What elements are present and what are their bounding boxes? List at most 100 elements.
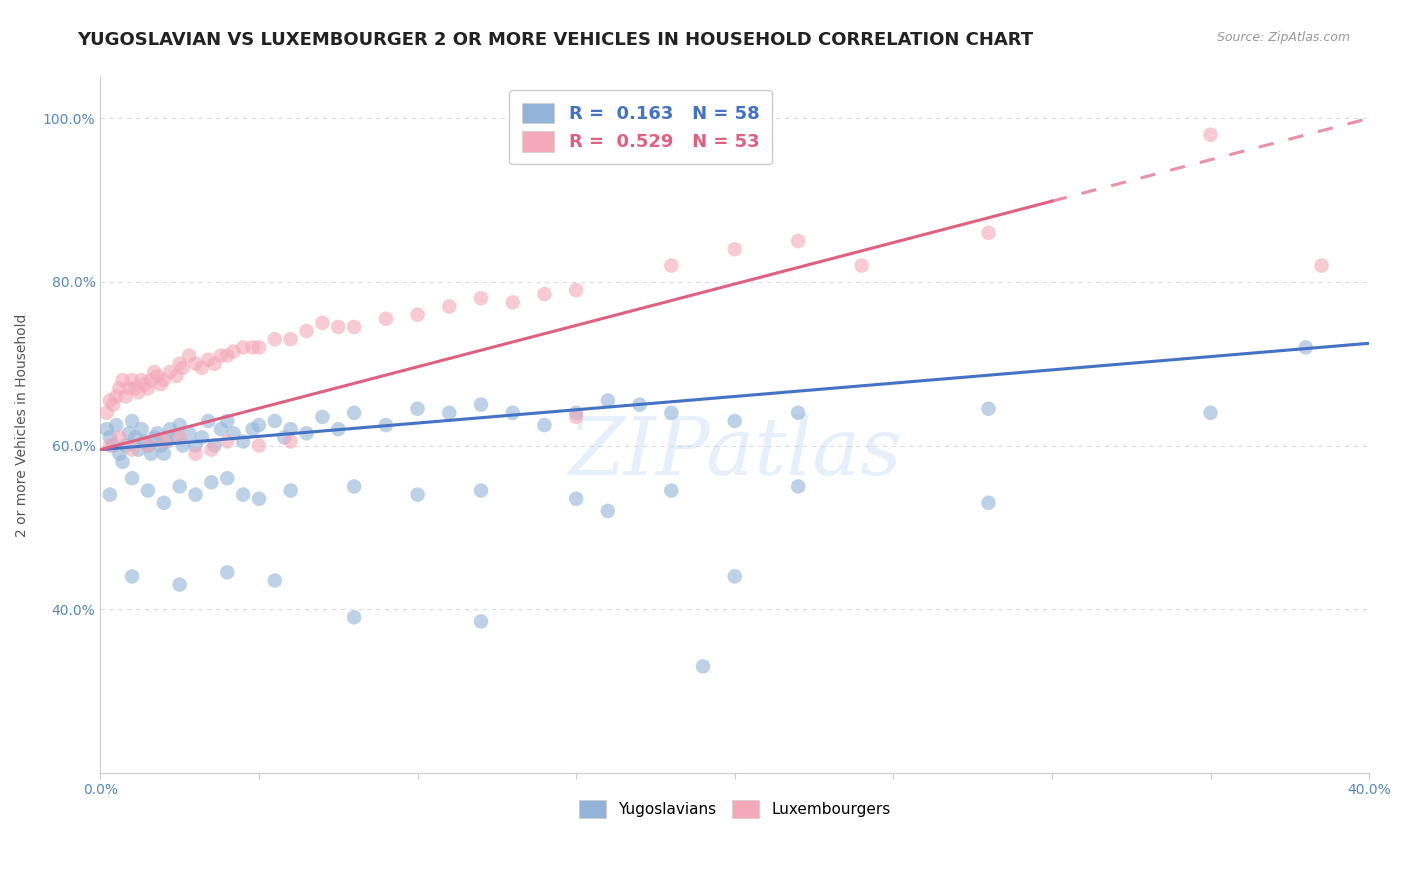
Point xyxy=(343,320,366,334)
Point xyxy=(139,447,162,461)
Point xyxy=(439,406,461,420)
Point xyxy=(169,357,191,371)
Point xyxy=(470,615,492,629)
Point xyxy=(169,577,191,591)
Point xyxy=(153,447,176,461)
Point xyxy=(184,447,207,461)
Point xyxy=(470,483,492,498)
Point xyxy=(232,340,254,354)
Point xyxy=(101,398,124,412)
Point xyxy=(96,422,118,436)
Point xyxy=(105,418,128,433)
Point xyxy=(121,442,143,457)
Point xyxy=(247,438,270,452)
Point xyxy=(179,426,201,441)
Point xyxy=(127,442,149,457)
Point xyxy=(659,259,682,273)
Point xyxy=(1310,259,1333,273)
Legend: Yugoslavians, Luxembourgers: Yugoslavians, Luxembourgers xyxy=(572,795,897,824)
Point xyxy=(374,418,396,433)
Point xyxy=(596,393,619,408)
Point xyxy=(172,360,194,375)
Point xyxy=(118,381,141,395)
Point xyxy=(166,369,188,384)
Point xyxy=(121,471,143,485)
Point xyxy=(280,332,302,346)
Point xyxy=(533,287,555,301)
Point xyxy=(217,471,239,485)
Point xyxy=(143,430,166,444)
Point xyxy=(111,455,134,469)
Point xyxy=(149,438,172,452)
Point xyxy=(343,610,366,624)
Point xyxy=(565,283,588,297)
Point xyxy=(204,357,226,371)
Point xyxy=(787,234,810,248)
Point xyxy=(184,488,207,502)
Point xyxy=(131,422,153,436)
Point xyxy=(143,365,166,379)
Point xyxy=(200,442,222,457)
Y-axis label: 2 or more Vehicles in Household: 2 or more Vehicles in Household xyxy=(15,313,30,537)
Point xyxy=(232,434,254,449)
Point xyxy=(217,414,239,428)
Point xyxy=(273,430,295,444)
Point xyxy=(222,344,245,359)
Point xyxy=(121,569,143,583)
Point xyxy=(121,373,143,387)
Point xyxy=(156,434,179,449)
Point xyxy=(596,504,619,518)
Point xyxy=(124,430,146,444)
Point xyxy=(247,418,270,433)
Point xyxy=(470,398,492,412)
Point xyxy=(209,422,232,436)
Point xyxy=(724,414,747,428)
Point xyxy=(98,438,121,452)
Point xyxy=(153,434,176,449)
Point xyxy=(166,430,188,444)
Point xyxy=(184,357,207,371)
Point xyxy=(565,406,588,420)
Point xyxy=(134,434,156,449)
Point xyxy=(121,414,143,428)
Point xyxy=(98,393,121,408)
Point xyxy=(232,488,254,502)
Point xyxy=(153,496,176,510)
Point xyxy=(263,574,285,588)
Point xyxy=(502,406,524,420)
Point xyxy=(311,409,333,424)
Point xyxy=(280,483,302,498)
Point xyxy=(184,438,207,452)
Point xyxy=(98,430,121,444)
Point xyxy=(136,438,159,452)
Point xyxy=(724,242,747,256)
Point xyxy=(127,385,149,400)
Point xyxy=(1199,128,1222,142)
Point xyxy=(222,426,245,441)
Point xyxy=(692,659,714,673)
Point xyxy=(724,569,747,583)
Point xyxy=(242,340,264,354)
Point xyxy=(565,491,588,506)
Point xyxy=(111,373,134,387)
Point xyxy=(197,414,219,428)
Point xyxy=(200,475,222,490)
Point xyxy=(101,438,124,452)
Point xyxy=(406,308,429,322)
Point xyxy=(263,332,285,346)
Point xyxy=(136,483,159,498)
Point xyxy=(204,438,226,452)
Point xyxy=(295,426,318,441)
Point xyxy=(153,373,176,387)
Point xyxy=(136,438,159,452)
Text: Source: ZipAtlas.com: Source: ZipAtlas.com xyxy=(1216,31,1350,45)
Point xyxy=(108,430,131,444)
Point xyxy=(247,491,270,506)
Point xyxy=(179,349,201,363)
Point xyxy=(406,488,429,502)
Point xyxy=(311,316,333,330)
Point xyxy=(191,360,214,375)
Point xyxy=(565,409,588,424)
Point xyxy=(217,566,239,580)
Point xyxy=(851,259,873,273)
